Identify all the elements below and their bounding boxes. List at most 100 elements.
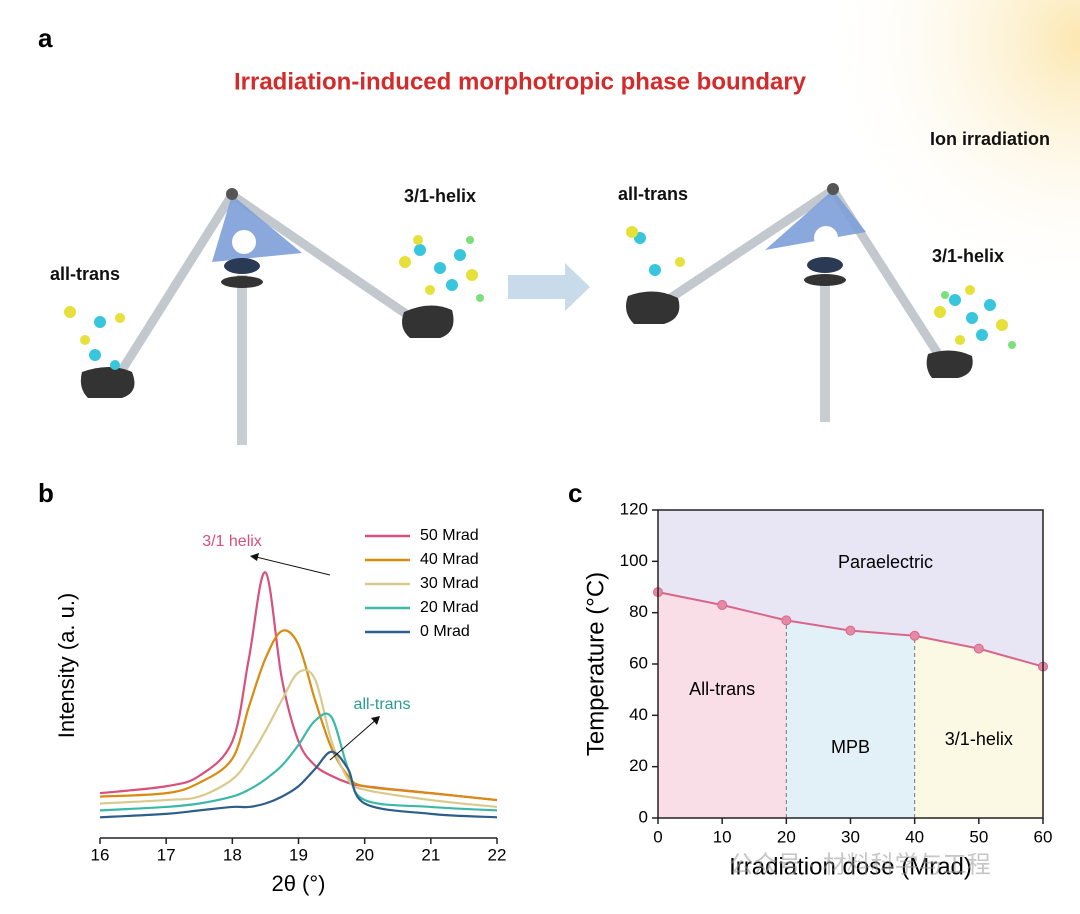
molecule-label: 3/1-helix	[932, 246, 1004, 266]
seesaw-after-part	[934, 285, 1008, 345]
seesaw-after-part	[807, 257, 843, 273]
legend-label: 50 Mrad	[420, 527, 479, 544]
region-label: Paraelectric	[838, 552, 933, 572]
region-label: 3/1-helix	[945, 729, 1013, 749]
seesaw-after-part-part	[976, 329, 988, 341]
spectrum-line	[99, 750, 498, 819]
x-tick-label: 40	[905, 827, 924, 846]
seesaw-after-part-part	[965, 285, 975, 295]
seesaw-before-part-part	[414, 244, 426, 256]
seesaw-after-part-part	[949, 294, 961, 306]
x-tick-label: 50	[969, 827, 988, 846]
transition-arrow	[508, 263, 590, 311]
annotation: 3/1 helix	[202, 533, 262, 550]
legend-label: 0 Mrad	[420, 623, 470, 640]
seesaw-before-part	[466, 236, 484, 302]
x-tick-label: 21	[421, 845, 440, 864]
seesaw-before-part-part	[466, 269, 478, 281]
seesaw-before-part-part	[89, 349, 101, 361]
seesaw-after-part-part	[1008, 341, 1016, 349]
seesaw-after-part-part	[984, 299, 996, 311]
seesaw-before-part	[221, 276, 263, 288]
seesaw-before-part-part	[94, 316, 106, 328]
legend-label: 20 Mrad	[420, 599, 479, 616]
phase-region	[658, 510, 1043, 667]
seesaw-after-part	[634, 232, 661, 276]
seesaw-before-part	[237, 275, 247, 445]
panel-label: a	[38, 23, 53, 53]
x-tick-label: 19	[289, 845, 308, 864]
legend-label: 40 Mrad	[420, 551, 479, 568]
panel-label: c	[568, 478, 582, 508]
y-tick-label: 40	[629, 705, 648, 724]
molecule-label: 3/1-helix	[404, 186, 476, 206]
y-tick-label: 120	[620, 499, 648, 518]
seesaw-before-part	[227, 190, 417, 323]
data-point	[781, 615, 792, 626]
y-tick-label: 100	[620, 551, 648, 570]
data-point	[717, 599, 728, 610]
x-tick-label: 22	[488, 845, 507, 864]
arrow-head	[250, 553, 259, 561]
legend-label: 30 Mrad	[420, 575, 479, 592]
seesaw-after-part-part	[955, 335, 965, 345]
spectrum-line	[99, 668, 498, 809]
seesaw-before-part-part	[413, 235, 423, 245]
seesaw-before-part	[402, 305, 454, 338]
seesaw-before-part-part	[434, 262, 446, 274]
seesaw-after-part	[941, 291, 1016, 349]
seesaw-after-part	[827, 183, 839, 195]
region-label: All-trans	[689, 679, 755, 699]
x-axis-label: Irradiation dose (Mrad)	[729, 853, 972, 880]
seesaw-before-part-part	[110, 360, 120, 370]
molecule-label: all-trans	[50, 264, 120, 284]
seesaw-before-part-part	[454, 249, 466, 261]
molecule-label: all-trans	[618, 184, 688, 204]
x-tick-label: 18	[223, 845, 242, 864]
seesaw-before-part	[399, 235, 478, 295]
seesaw-after-part-part	[626, 226, 638, 238]
seesaw-before-part	[224, 258, 260, 274]
seesaw-before-part	[64, 306, 125, 345]
seesaw-after-part	[626, 226, 685, 267]
data-point	[973, 643, 984, 654]
seesaw-after-part-part	[649, 264, 661, 276]
seesaw-after-part-part	[996, 319, 1008, 331]
spectrum-line	[99, 629, 498, 802]
data-point	[909, 630, 920, 641]
annotation-arrow	[329, 717, 379, 761]
y-tick-label: 60	[629, 653, 648, 672]
seesaw-before-part-part	[115, 313, 125, 323]
seesaw-before-part-part	[466, 236, 474, 244]
x-tick-label: 0	[653, 827, 662, 846]
seesaw-before-part	[80, 367, 135, 398]
y-axis-label: Intensity (a. u.)	[54, 593, 79, 739]
seesaw-after-part	[949, 294, 996, 341]
annotation: all-trans	[354, 696, 411, 713]
seesaw-after-part	[820, 282, 830, 422]
x-tick-label: 30	[841, 827, 860, 846]
ion-label: Ion irradiation	[930, 129, 1050, 149]
region-label: MPB	[831, 737, 870, 757]
seesaw-after-part-part	[934, 306, 946, 318]
seesaw-before-part-part	[476, 294, 484, 302]
y-axis-label: Temperature (°C)	[582, 572, 609, 756]
seesaw-after-part-part	[966, 312, 978, 324]
seesaw-after	[626, 183, 1016, 422]
seesaw-after-part	[655, 185, 838, 310]
panel-label: b	[38, 478, 54, 508]
data-point	[845, 625, 856, 636]
y-tick-label: 80	[629, 602, 648, 621]
seesaw-after-part-part	[941, 291, 949, 299]
irradiation-glow	[820, 0, 1080, 320]
seesaw-before-part-part	[425, 285, 435, 295]
x-tick-label: 20	[777, 827, 796, 846]
phase-region	[786, 620, 915, 818]
seesaw-before-part-part	[446, 279, 458, 291]
x-tick-label: 20	[355, 845, 374, 864]
seesaw-after-part	[814, 226, 838, 250]
seesaw-after-part	[626, 291, 680, 324]
seesaw-after-part-part	[675, 257, 685, 267]
seesaw-after-part	[765, 190, 866, 250]
